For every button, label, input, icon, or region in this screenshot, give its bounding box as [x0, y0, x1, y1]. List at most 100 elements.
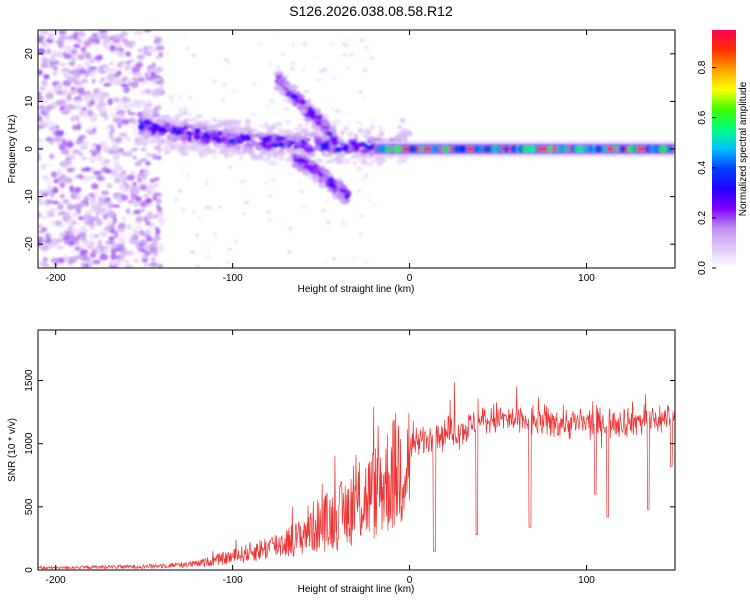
noise-blob — [50, 238, 60, 246]
track-blob — [353, 133, 359, 140]
noise-blob — [119, 253, 126, 260]
noise-blob — [47, 211, 55, 218]
track-blob — [165, 122, 170, 129]
noise-blob — [358, 232, 364, 237]
noise-blob — [364, 45, 369, 50]
noise-blob — [62, 199, 70, 204]
colorbar-tick-label: 0.0 — [697, 261, 708, 275]
noise-blob — [101, 141, 109, 147]
noise-blob — [139, 184, 148, 191]
noise-blob — [104, 169, 113, 174]
track-blob — [369, 123, 376, 130]
noise-blob — [125, 61, 131, 65]
noise-blob — [77, 136, 85, 141]
noise-blob — [265, 103, 271, 108]
noise-blob — [117, 200, 123, 204]
noise-blob — [331, 76, 337, 80]
track-blob — [152, 135, 162, 140]
noise-blob — [75, 196, 81, 201]
track-blob — [308, 165, 317, 171]
noise-blob — [88, 208, 95, 213]
noise-blob — [66, 168, 75, 173]
noise-blob — [135, 216, 143, 223]
track-blob — [179, 120, 188, 124]
track-blob — [256, 154, 264, 160]
noise-blob — [81, 78, 88, 84]
track-blob — [230, 133, 238, 138]
noise-blob — [281, 51, 286, 56]
noise-blob — [100, 77, 106, 82]
noise-blob — [155, 46, 165, 51]
noise-blob — [114, 136, 123, 144]
track-blob — [301, 108, 307, 115]
noise-blob — [357, 158, 362, 162]
noise-blob — [136, 58, 144, 64]
noise-blob — [185, 46, 190, 51]
noise-blob — [186, 174, 191, 177]
noise-blob — [72, 212, 79, 217]
noise-blob — [137, 54, 145, 60]
noise-blob — [76, 64, 83, 70]
noise-blob — [103, 45, 110, 51]
track-blob — [317, 138, 322, 144]
track-blob — [241, 137, 246, 142]
track-blob — [204, 144, 210, 150]
noise-blob — [38, 106, 43, 110]
noise-blob — [296, 180, 302, 185]
noise-blob — [102, 247, 111, 254]
track-blob — [186, 124, 193, 129]
noise-blob — [67, 153, 76, 158]
noise-blob — [82, 91, 92, 96]
track-blob — [163, 145, 170, 152]
noise-blob — [45, 88, 54, 93]
track-blob — [368, 151, 374, 156]
noise-blob — [125, 51, 131, 57]
noise-blob — [168, 95, 174, 99]
carrier-blob — [594, 145, 603, 153]
noise-blob — [365, 173, 369, 178]
noise-blob — [363, 66, 367, 70]
track-blob — [143, 118, 152, 126]
noise-blob — [65, 103, 72, 109]
track-blob — [284, 120, 292, 124]
noise-blob — [149, 178, 155, 183]
noise-blob — [49, 208, 58, 212]
track-blob — [226, 148, 236, 153]
track-blob — [360, 148, 369, 154]
colorbar-tick-label: 0.6 — [697, 110, 708, 124]
noise-blob — [132, 99, 142, 104]
track-blob — [232, 150, 241, 155]
noise-blob — [154, 80, 163, 85]
noise-blob — [38, 116, 43, 123]
noise-blob — [103, 115, 110, 120]
noise-blob — [107, 201, 114, 209]
noise-blob — [147, 46, 156, 54]
noise-blob — [121, 233, 126, 240]
colorbar-label: Normalized spectral amplitude — [738, 81, 749, 216]
track-blob — [267, 144, 274, 149]
noise-blob — [46, 184, 54, 191]
noise-blob — [100, 261, 107, 268]
track-blob — [209, 132, 219, 138]
noise-blob — [83, 140, 90, 145]
noise-blob — [103, 83, 111, 87]
track-blob — [248, 148, 254, 154]
noise-blob — [39, 86, 46, 91]
noise-blob — [123, 259, 130, 264]
noise-blob — [345, 38, 351, 41]
x-tick-label: 100 — [578, 575, 595, 586]
noise-blob — [121, 177, 126, 183]
noise-blob — [151, 256, 156, 262]
track-blob — [225, 134, 232, 140]
noise-blob — [359, 122, 364, 127]
noise-blob — [287, 250, 292, 255]
noise-blob — [155, 204, 161, 210]
noise-blob — [160, 67, 166, 71]
track-blob — [289, 85, 298, 91]
noise-blob — [90, 175, 97, 179]
noise-blob — [58, 30, 67, 36]
noise-blob — [272, 111, 277, 115]
noise-blob — [158, 220, 165, 227]
noise-blob — [71, 114, 77, 121]
noise-blob — [121, 215, 127, 222]
